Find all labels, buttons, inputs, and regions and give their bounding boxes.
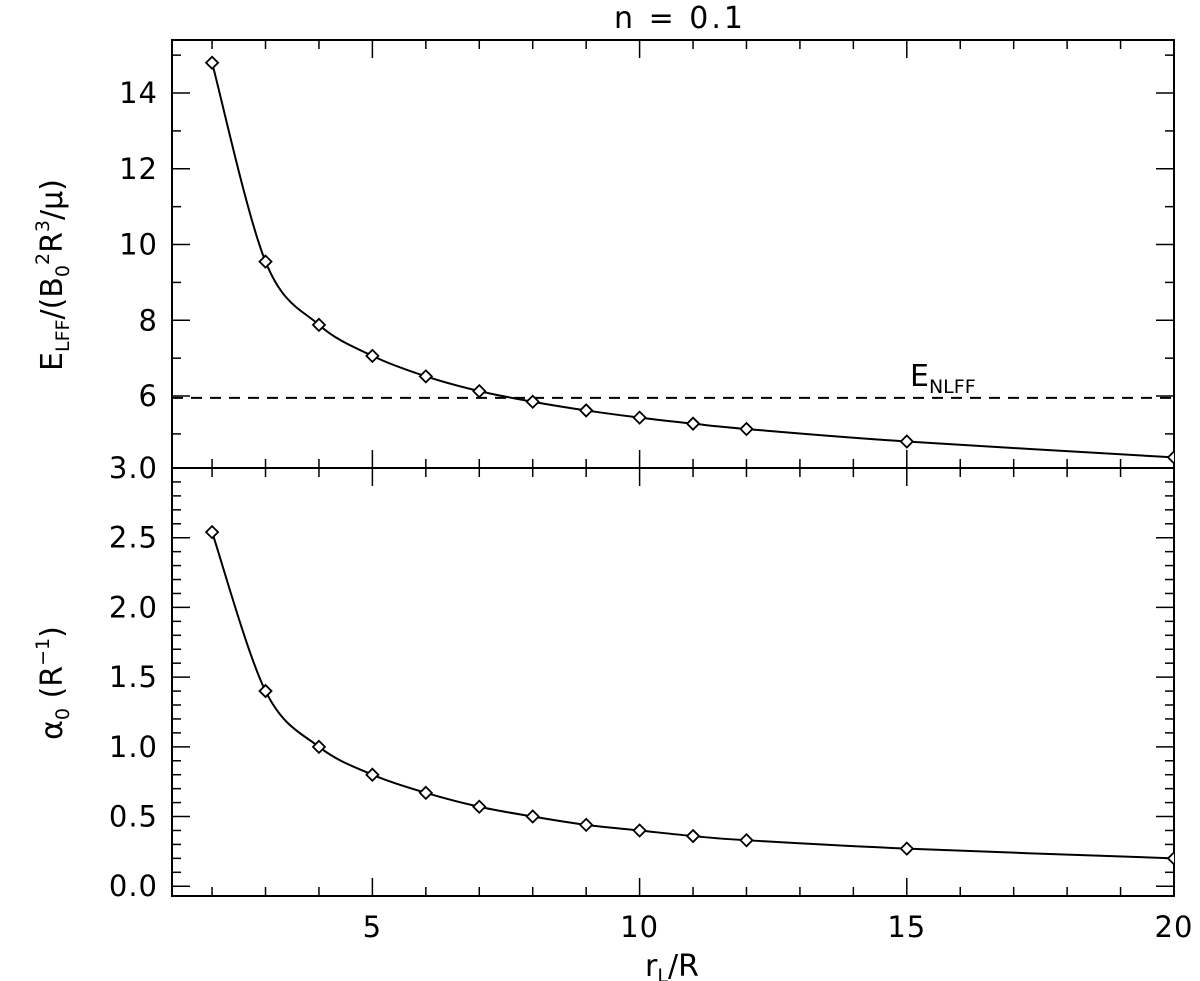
top-data-point [685, 416, 701, 431]
bottom-data-point [739, 832, 754, 848]
top-data-point [258, 254, 273, 269]
top-y-tick-label: 10 [119, 228, 158, 262]
bottom-data-point [685, 828, 701, 844]
bottom-data-point [365, 767, 380, 782]
bottom-panel: 0.0 0.5 1.0 1.5 2.0 2.5 3.0 5 10 15 20 [109, 451, 1194, 944]
top-y-tick-label: 14 [119, 76, 158, 110]
bottom-x-tick-label: 20 [1155, 910, 1194, 944]
bottom-y-tick-label: 3.0 [109, 451, 158, 485]
chart-title: n = 0.1 [614, 1, 746, 36]
bottom-data-point [632, 823, 647, 838]
bottom-data-point [258, 683, 273, 699]
bottom-data-point [525, 809, 540, 824]
top-data-point [899, 434, 915, 449]
top-data-point [311, 317, 327, 333]
top-data-point [204, 55, 220, 70]
bottom-data-point [899, 841, 915, 856]
bottom-data-point [1166, 851, 1174, 866]
top-data-point [472, 383, 487, 399]
bottom-x-tick-label: 10 [620, 910, 659, 944]
top-y-tick-label: 6 [139, 379, 158, 413]
top-series-line [211, 62, 1174, 459]
top-data-point [418, 369, 434, 384]
bottom-y-tick-label: 2.5 [109, 521, 158, 555]
top-data-point [739, 421, 754, 437]
bottom-data-point [311, 739, 327, 755]
top-data-point [632, 410, 647, 425]
bottom-y-axis-title: α0 (R−1) [32, 626, 74, 740]
bottom-data-point [418, 785, 434, 801]
bottom-plot-frame [171, 467, 1175, 897]
top-y-tick-label: 8 [139, 303, 158, 337]
bottom-series-line [211, 531, 1174, 860]
bottom-y-tick-label: 2.0 [109, 590, 158, 624]
bottom-y-tick-label: 0.5 [109, 800, 158, 834]
top-data-point [365, 348, 380, 364]
bottom-y-tick-label: 0.0 [109, 869, 158, 903]
top-data-point [525, 394, 540, 409]
top-data-point [578, 403, 594, 418]
x-axis-title: rL/R [645, 949, 699, 981]
bottom-data-point [578, 817, 594, 833]
top-plot-frame [171, 39, 1175, 469]
top-data-point [1166, 450, 1174, 465]
bottom-x-tick-label: 15 [887, 910, 926, 944]
bottom-x-tick-label: 5 [363, 910, 382, 944]
top-y-tick-label: 12 [119, 152, 158, 186]
bottom-y-tick-label: 1.0 [109, 730, 158, 764]
top-y-axis-title: ELFF/(B02R3/μ) [32, 179, 74, 371]
bottom-data-point [204, 524, 220, 540]
nlff-reference-label: ENLFF [910, 359, 976, 398]
bottom-y-tick-label: 1.5 [109, 660, 158, 694]
top-panel: 6 8 10 12 14 ENLFF [119, 39, 1175, 469]
bottom-data-point [472, 799, 487, 815]
